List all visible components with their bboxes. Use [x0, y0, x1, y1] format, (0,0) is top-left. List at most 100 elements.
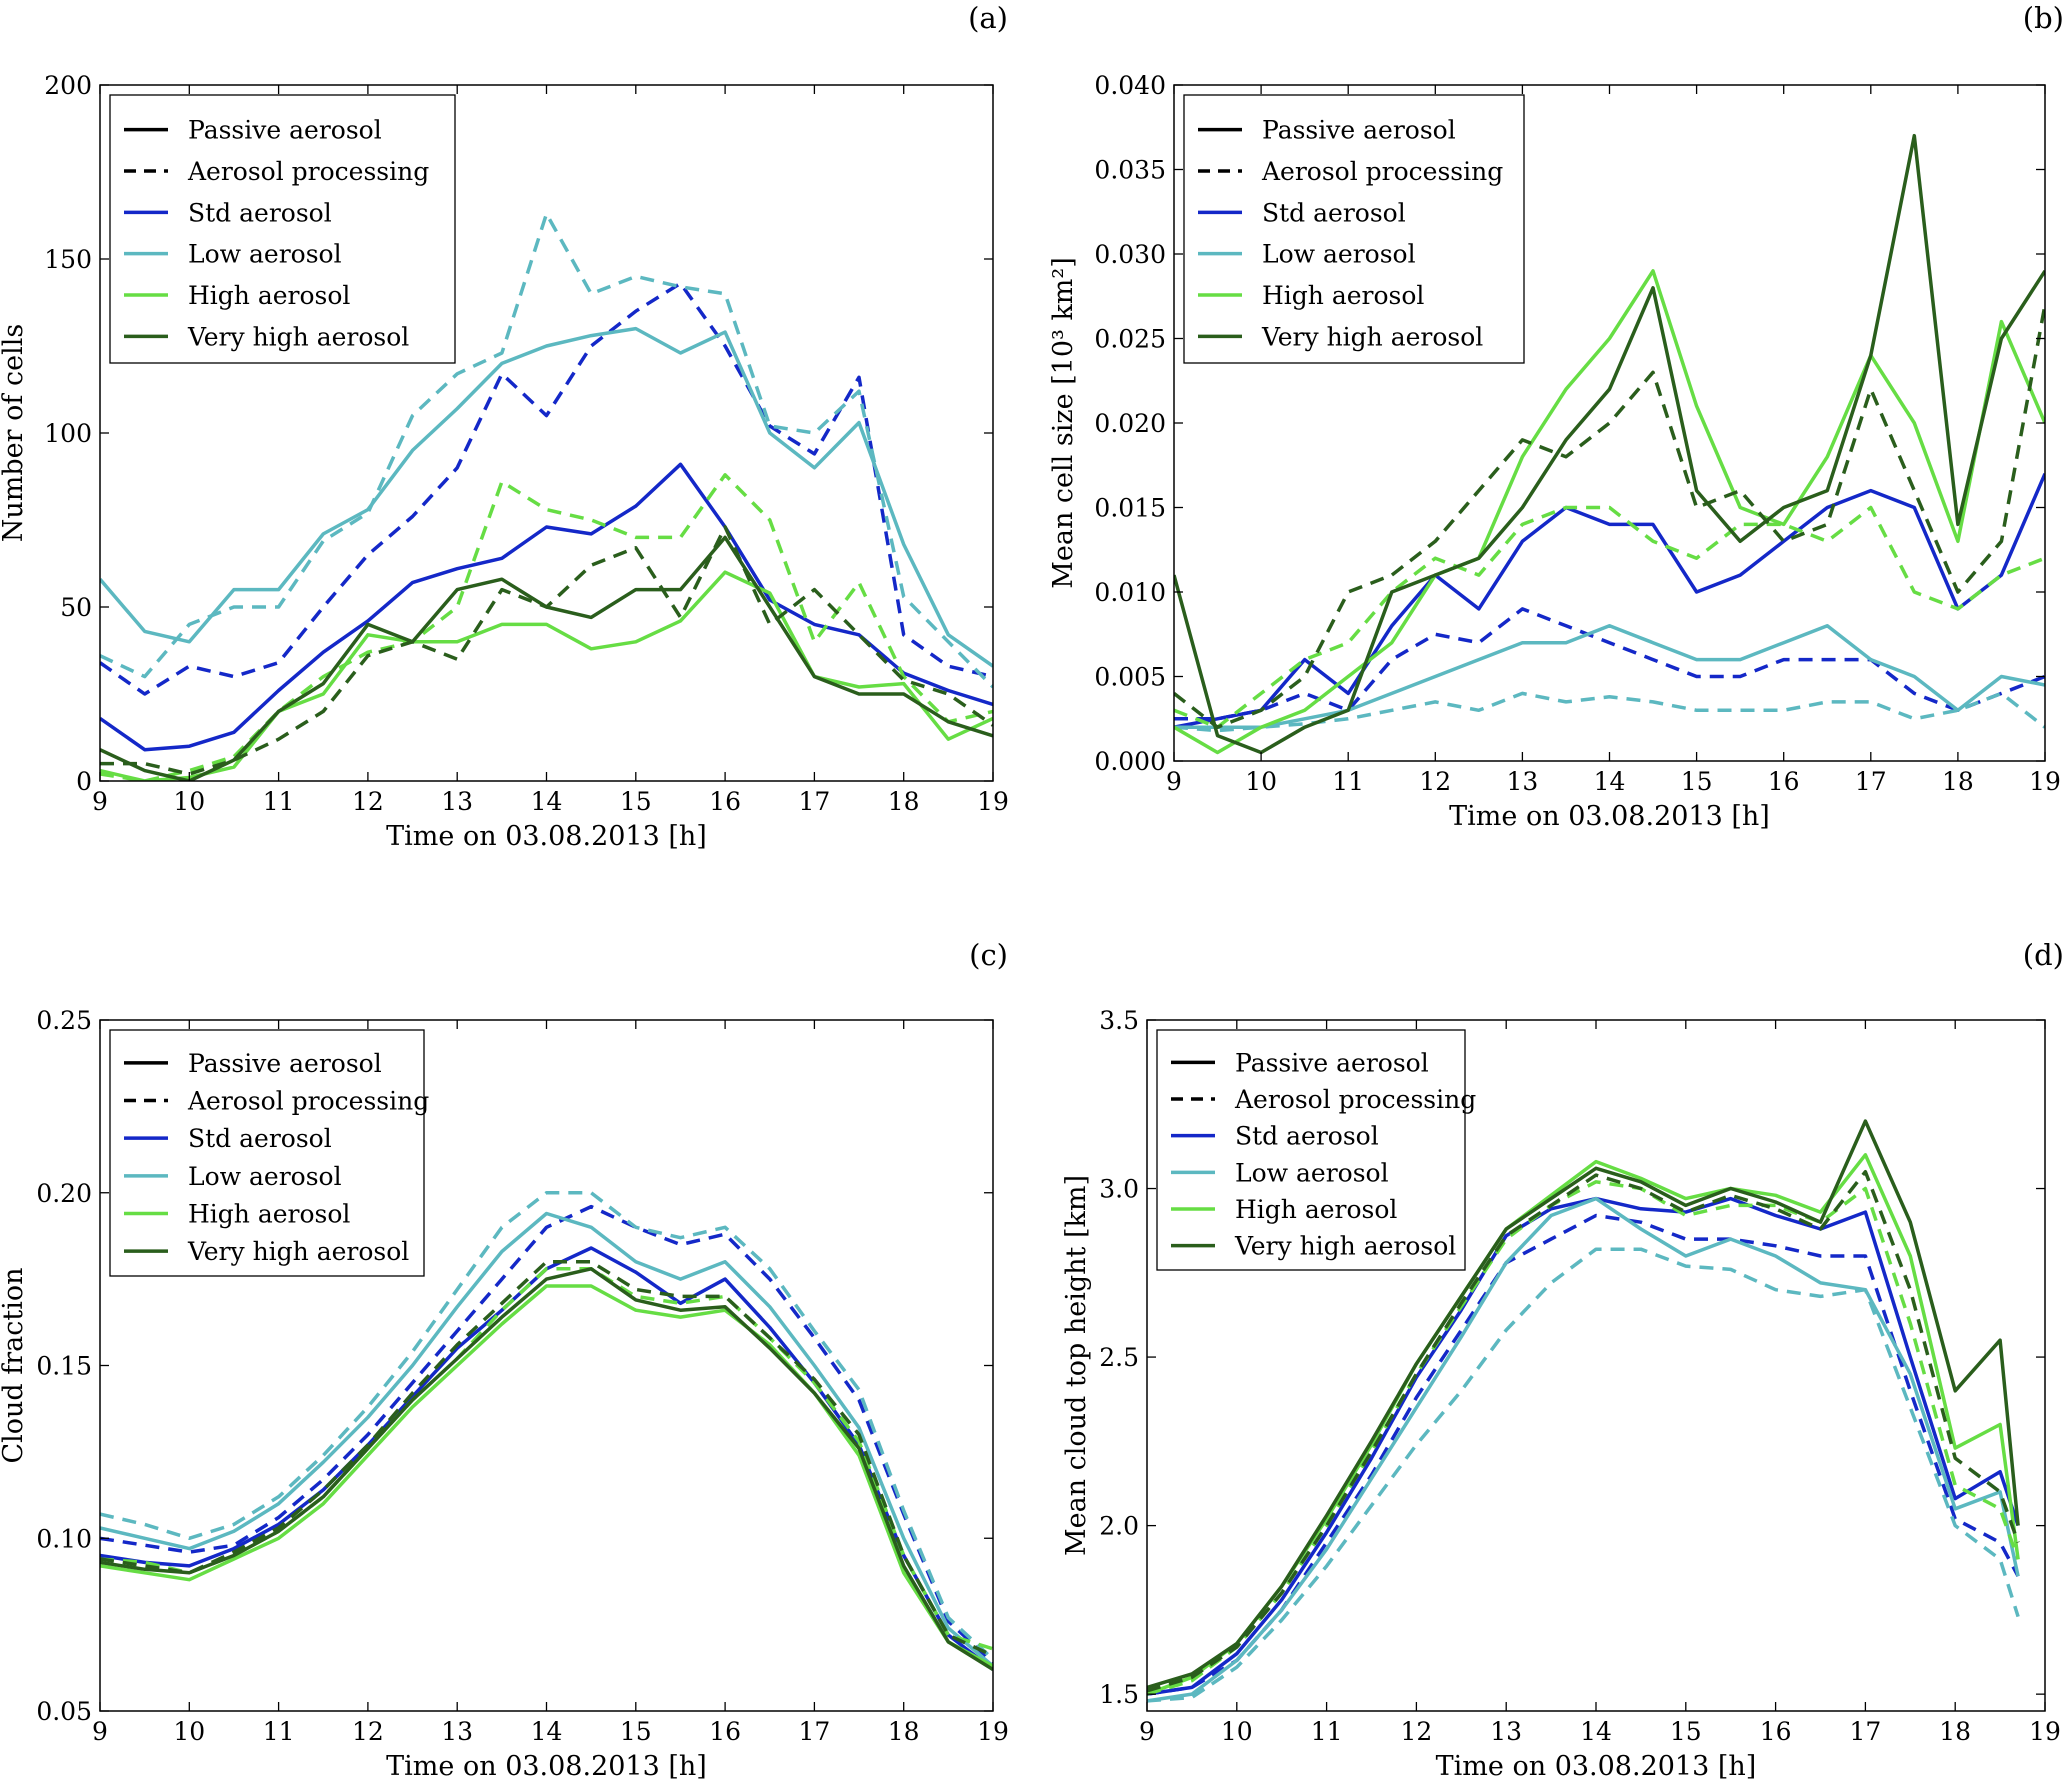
- legend-label: Aerosol processing: [187, 157, 429, 186]
- x-tick-label: 11: [263, 1717, 295, 1746]
- x-tick-label: 18: [1939, 1717, 1971, 1746]
- x-tick-label: 18: [888, 787, 920, 816]
- x-tick-label: 15: [620, 1717, 652, 1746]
- legend-label: Std aerosol: [188, 1124, 332, 1153]
- series-line-low-dashed: [1147, 1247, 2020, 1703]
- y-tick-label: 0.05: [36, 1697, 92, 1726]
- legend-label: Std aerosol: [1262, 198, 1406, 227]
- y-tick-label: 3.5: [1099, 1006, 1139, 1035]
- legend: Passive aerosol Aerosol processing Std aer…: [109, 94, 456, 364]
- x-tick-label: 16: [709, 787, 741, 816]
- series-line-low-dashed: [100, 1191, 993, 1661]
- y-tick-label: 0.035: [1094, 156, 1166, 185]
- series-line-std-dashed: [100, 281, 993, 696]
- series-group: [100, 212, 993, 781]
- x-tick-label: 11: [1311, 1717, 1343, 1746]
- series-line-low-dashed: [100, 212, 993, 689]
- x-tick-label: 12: [1400, 1717, 1432, 1746]
- x-tick-label: 18: [888, 1717, 920, 1746]
- x-tick-label: 19: [2029, 767, 2061, 796]
- legend-label: Aerosol processing: [1234, 1085, 1476, 1114]
- legend: Passive aerosol Aerosol processing Std aer…: [109, 1029, 429, 1277]
- x-tick-label: 19: [977, 1717, 1009, 1746]
- series-line-low-solid: [1174, 624, 2045, 729]
- y-tick-label: 1.5: [1099, 1680, 1139, 1709]
- y-tick-label: 200: [44, 71, 92, 100]
- panel-label: (a): [968, 1, 1008, 35]
- legend-frame: [1156, 1029, 1466, 1271]
- y-axis-label: Cloud fraction: [0, 1267, 29, 1463]
- y-tick-label: 0.020: [1094, 409, 1166, 438]
- series-group: [100, 1191, 993, 1671]
- series-line-std-dashed: [100, 1204, 993, 1664]
- y-tick-label: 50: [60, 593, 92, 622]
- series-line-std-solid: [100, 462, 993, 752]
- x-axis-label: Time on 03.08.2013 [h]: [386, 821, 707, 852]
- legend-label: Very high aerosol: [187, 322, 409, 351]
- series-group: [1174, 133, 2045, 755]
- legend-label: High aerosol: [188, 1200, 350, 1229]
- y-axis-label: Number of cells: [0, 324, 29, 542]
- y-tick-label: 0.15: [36, 1352, 92, 1381]
- legend-label: Passive aerosol: [188, 1049, 382, 1078]
- series-line-high-solid: [100, 570, 993, 781]
- legend-label: Low aerosol: [1262, 240, 1416, 269]
- x-tick-label: 10: [1245, 767, 1277, 796]
- x-tick-label: 14: [531, 787, 563, 816]
- legend-label: Aerosol processing: [187, 1087, 429, 1116]
- x-tick-label: 18: [1942, 767, 1974, 796]
- x-tick-label: 15: [1681, 767, 1713, 796]
- series-line-very-high-solid: [1147, 1119, 2020, 1690]
- series-line-very-high-dashed: [100, 525, 993, 776]
- series-line-high-dashed: [1174, 505, 2045, 729]
- chart-panel-b: 9 10 11 12 13 14 15 16 17 18 19 0.000 0.005 0.010 0.01…: [1048, 1, 2064, 832]
- legend-label: Low aerosol: [188, 240, 342, 269]
- series-line-high-dashed: [100, 473, 993, 781]
- series-line-very-high-solid: [100, 535, 993, 781]
- x-tick-label: 9: [1166, 767, 1182, 796]
- x-axis-label: Time on 03.08.2013 [h]: [1449, 801, 1770, 832]
- series-line-low-solid: [1147, 1196, 2020, 1703]
- y-tick-label: 0.030: [1094, 240, 1166, 269]
- x-tick-label: 14: [1580, 1717, 1612, 1746]
- series-line-low-solid: [100, 326, 993, 668]
- legend: Passive aerosol Aerosol processing Std aer…: [1156, 1029, 1476, 1271]
- series-line-high-solid: [1174, 269, 2045, 755]
- series-line-very-high-solid: [1174, 133, 2045, 755]
- y-tick-label: 0.000: [1094, 747, 1166, 776]
- x-axis-label: Time on 03.08.2013 [h]: [386, 1751, 707, 1782]
- series-line-very-high-dashed: [100, 1260, 993, 1658]
- x-tick-label: 11: [263, 787, 295, 816]
- series-line-high-dashed: [1147, 1180, 2020, 1696]
- legend-label: Std aerosol: [1235, 1122, 1379, 1151]
- panel-label: (d): [2023, 938, 2064, 972]
- legend-label: Very high aerosol: [1234, 1232, 1456, 1261]
- x-tick-label: 14: [1594, 767, 1626, 796]
- x-tick-label: 13: [441, 1717, 473, 1746]
- y-tick-label: 100: [44, 419, 92, 448]
- y-tick-label: 0.25: [36, 1006, 92, 1035]
- x-tick-label: 17: [1849, 1717, 1881, 1746]
- y-tick-label: 0: [76, 767, 92, 796]
- x-tick-label: 14: [531, 1717, 563, 1746]
- y-tick-label: 0.010: [1094, 578, 1166, 607]
- y-tick-label: 2.5: [1099, 1343, 1139, 1372]
- x-tick-label: 17: [798, 787, 830, 816]
- x-tick-label: 10: [173, 1717, 205, 1746]
- x-axis-label: Time on 03.08.2013 [h]: [1436, 1751, 1757, 1782]
- series-line-high-dashed: [100, 1267, 993, 1651]
- legend-frame: [109, 1029, 425, 1277]
- x-tick-label: 15: [620, 787, 652, 816]
- series-group: [1147, 1119, 2020, 1703]
- x-tick-label: 9: [1139, 1717, 1155, 1746]
- x-tick-label: 16: [1768, 767, 1800, 796]
- legend-label: High aerosol: [1235, 1195, 1397, 1224]
- series-line-high-solid: [100, 1284, 993, 1668]
- legend-label: Very high aerosol: [187, 1237, 409, 1266]
- x-tick-label: 12: [1419, 767, 1451, 796]
- series-line-very-high-dashed: [1174, 304, 2045, 729]
- legend-label: Low aerosol: [188, 1162, 342, 1191]
- x-tick-label: 16: [1760, 1717, 1792, 1746]
- legend-frame: [109, 94, 456, 364]
- y-tick-label: 150: [44, 245, 92, 274]
